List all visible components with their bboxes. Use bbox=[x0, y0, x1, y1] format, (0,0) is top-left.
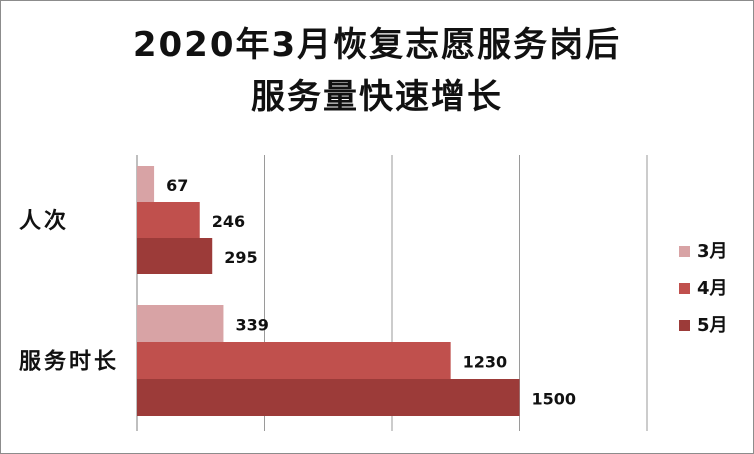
legend-label: 3月 bbox=[697, 241, 728, 262]
legend-swatch bbox=[679, 246, 690, 257]
legend-label: 5月 bbox=[697, 315, 728, 336]
category-label: 服务时长 bbox=[19, 350, 119, 375]
chart-title-line-2: 服务量快速增长 bbox=[251, 77, 503, 117]
legend-swatch bbox=[679, 320, 690, 331]
data-label: 1500 bbox=[532, 390, 577, 409]
bar bbox=[137, 305, 224, 342]
legend-swatch bbox=[679, 283, 690, 294]
legend-label: 4月 bbox=[697, 278, 728, 299]
bar bbox=[137, 379, 520, 416]
data-label: 67 bbox=[166, 176, 188, 195]
chart-title-line-1: 2020年3月恢复志愿服务岗后 bbox=[132, 25, 622, 65]
data-label: 339 bbox=[235, 316, 268, 335]
bar bbox=[137, 238, 213, 274]
data-label: 246 bbox=[212, 212, 245, 231]
bar bbox=[137, 166, 155, 202]
data-label: 1230 bbox=[463, 353, 508, 372]
data-label: 295 bbox=[224, 248, 257, 267]
category-label: 人次 bbox=[19, 208, 69, 234]
bar bbox=[137, 202, 200, 238]
chart-title: 2020年3月恢复志愿服务岗后 服务量快速增长 bbox=[1, 19, 753, 123]
bar bbox=[137, 342, 451, 379]
